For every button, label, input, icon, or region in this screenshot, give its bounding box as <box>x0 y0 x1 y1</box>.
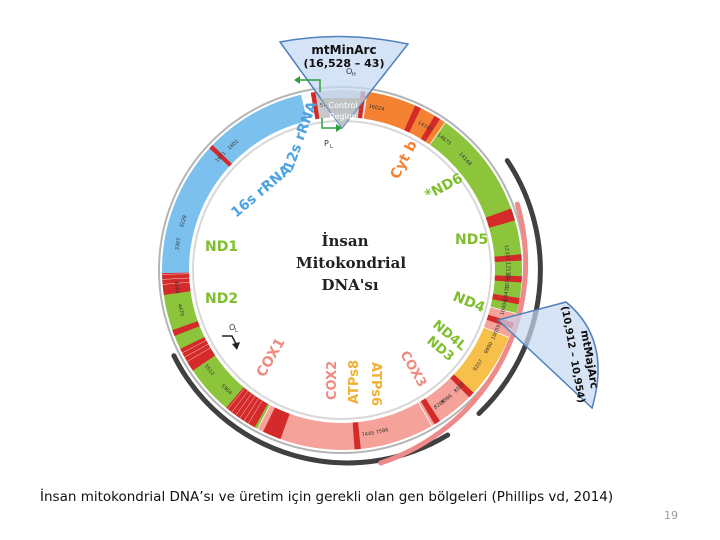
segment-cytb <box>363 91 446 145</box>
slide-caption: İnsan mitokondrial DNA’sı ve üretim için… <box>40 489 614 505</box>
trna-bar <box>420 115 441 142</box>
trna-bar <box>494 254 522 262</box>
trna-bar <box>420 398 441 425</box>
pl-marker: P L <box>321 118 342 150</box>
position-number: 10766 <box>505 273 512 289</box>
trna-stripe <box>248 400 263 424</box>
trna-markers <box>162 90 522 450</box>
trna-bar <box>352 422 361 450</box>
center-title-line1: İnsan <box>322 231 369 250</box>
svg-text:O: O <box>346 67 352 76</box>
gene-label-16s-rrna: 16s rRNA <box>228 162 294 221</box>
trna-stripe <box>182 340 207 354</box>
control-region-label-2: Region <box>329 112 356 121</box>
position-number: 10404 <box>500 299 509 316</box>
trna-stripe <box>235 393 252 416</box>
segment-atp <box>452 327 509 396</box>
trna-bar <box>404 105 421 133</box>
gene-label-atp6: ATPs6 <box>368 362 383 406</box>
trna-bar <box>180 337 216 371</box>
page-number: 19 <box>664 509 678 522</box>
trna-stripe <box>239 395 256 419</box>
trna-stripe <box>162 282 190 285</box>
dark-arc-right <box>476 158 543 416</box>
segment-cox1 <box>257 402 432 450</box>
callout-top-title: mtMinArc <box>311 43 376 57</box>
position-number: 10470 <box>503 285 511 302</box>
position-number: 12137 <box>505 262 511 278</box>
segment-rrna <box>161 94 308 289</box>
trna-bar <box>494 275 522 283</box>
segment-separator <box>301 94 308 122</box>
position-number: 16024 <box>368 104 385 113</box>
gene-label-atp8: ATPs8 <box>347 360 362 404</box>
trna-stripe <box>184 343 209 358</box>
center-title-line2: Mitokondrial <box>296 254 406 272</box>
trna-stripe <box>186 347 211 362</box>
trna-bar <box>450 374 474 398</box>
segment-separator <box>483 326 510 338</box>
position-number: 7586 <box>375 427 389 436</box>
position-number: 4262 <box>173 281 180 294</box>
oh-marker: O H <box>294 67 356 92</box>
svg-text:H: H <box>352 72 356 78</box>
gene-label-nd4: ND4 <box>451 289 488 316</box>
trna-bar <box>209 144 232 167</box>
gene-label-cytb: Cyt b <box>387 138 420 182</box>
trna-bar <box>485 208 516 228</box>
trna-stripe <box>243 398 259 422</box>
segment-nd-right <box>429 122 522 314</box>
gene-label-cox1: COX1 <box>254 335 289 380</box>
position-number: 4470 <box>176 303 185 317</box>
position-number: 576 <box>320 102 330 109</box>
mtdna-diagram: 12s rRNA 16s rRNA ND1 ND2 COX1 COX2 ATPs… <box>158 35 601 466</box>
segment-separator <box>418 402 433 427</box>
trna-bar <box>263 407 290 440</box>
callout-top-range: (16,528 – 43) <box>304 57 385 70</box>
segment-separator <box>429 122 446 145</box>
callout-mtmajarc: mtMajArc (10,912 – 10,954) <box>496 301 601 410</box>
svg-text:L: L <box>330 144 333 150</box>
trna-bar <box>310 91 320 120</box>
position-number: 12337 <box>503 244 511 260</box>
trna-bar <box>492 293 520 305</box>
trna-stripe <box>162 277 190 280</box>
gene-label-nd6: *ND6 <box>422 170 465 203</box>
svg-text:L: L <box>235 328 238 334</box>
gene-label-nd1: ND1 <box>205 239 238 255</box>
trna-bar <box>172 321 200 336</box>
position-number: 3229 <box>179 215 188 229</box>
position-number: 3307 <box>175 237 183 251</box>
segment-separator <box>257 404 271 430</box>
pink-arc <box>378 201 529 466</box>
ol-marker: O L <box>222 323 240 350</box>
svg-text:P: P <box>324 139 329 148</box>
trna-stripe <box>231 390 249 413</box>
center-title-line3: DNA'sı <box>321 276 378 294</box>
segment-separator <box>490 306 517 314</box>
position-number: 9990 <box>483 341 494 355</box>
gene-label-nd2: ND2 <box>205 291 238 307</box>
gene-label-cox2: COX2 <box>325 361 340 400</box>
gene-label-cox3: COX3 <box>397 349 430 390</box>
position-number: 10059 <box>491 324 503 341</box>
gene-label-nd5: ND5 <box>455 232 488 248</box>
svg-text:O: O <box>229 323 235 332</box>
control-region-label-1: Control <box>329 101 358 110</box>
trna-stripe <box>227 388 246 410</box>
position-number: 7445 <box>361 430 375 438</box>
trna-stripe <box>162 273 190 275</box>
